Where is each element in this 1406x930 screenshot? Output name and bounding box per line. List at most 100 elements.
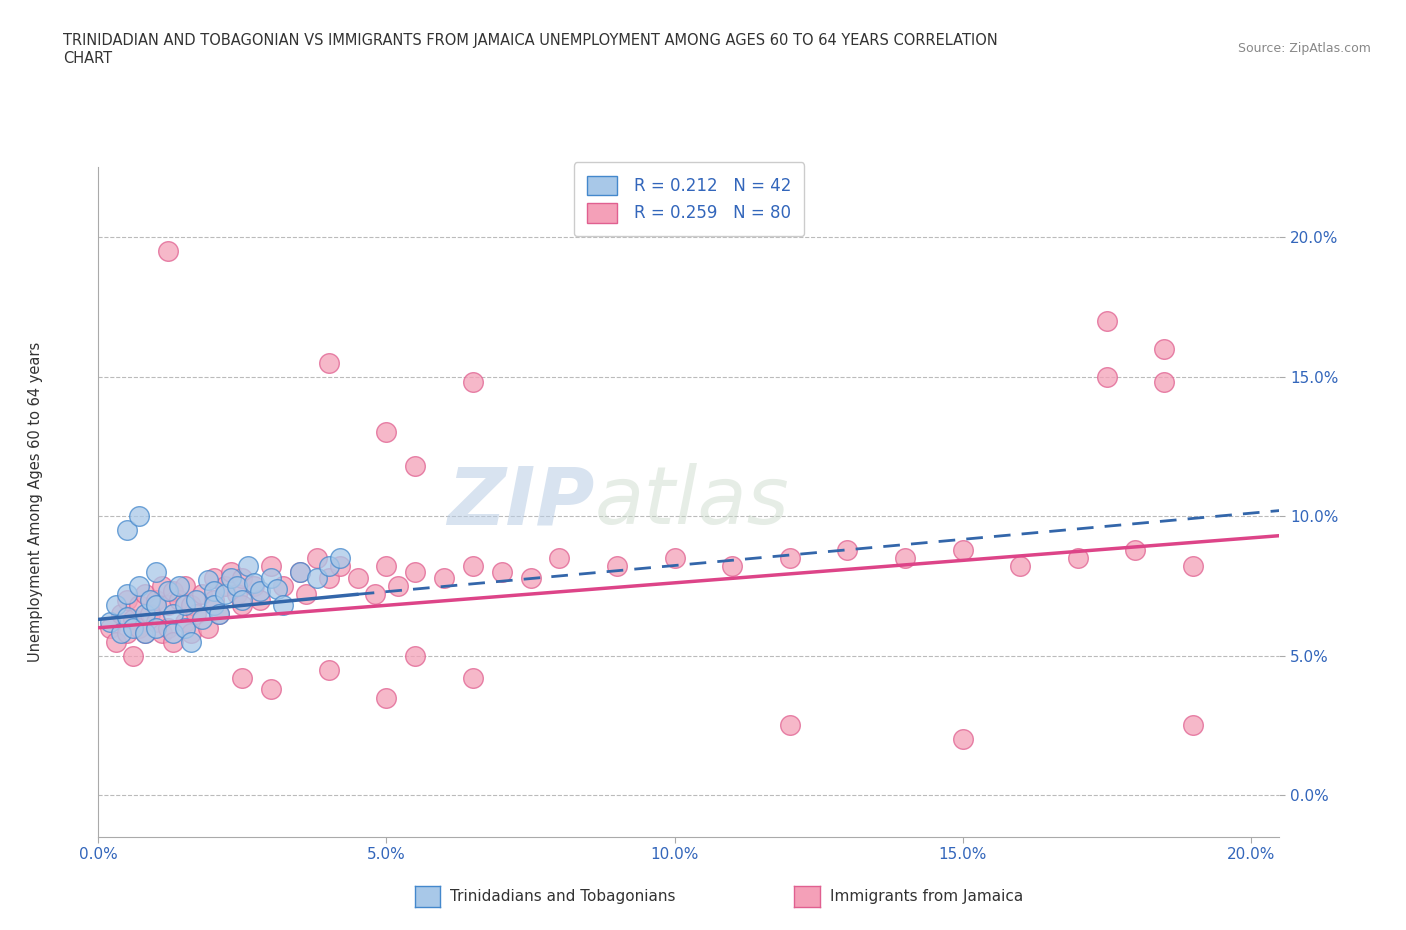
Point	[186, 592, 208, 607]
Point	[461, 559, 484, 574]
Point	[1095, 369, 1118, 384]
Point	[162, 634, 184, 649]
Point	[173, 578, 195, 593]
Point	[202, 570, 225, 585]
Point	[548, 551, 571, 565]
Point	[115, 592, 138, 607]
Point	[952, 732, 974, 747]
Point	[1010, 559, 1032, 574]
Point	[1153, 341, 1175, 356]
Point	[260, 559, 283, 574]
Point	[375, 559, 398, 574]
Point	[162, 626, 184, 641]
Point	[134, 626, 156, 641]
Point	[243, 578, 266, 593]
Text: TRINIDADIAN AND TOBAGONIAN VS IMMIGRANTS FROM JAMAICA UNEMPLOYMENT AMONG AGES 60: TRINIDADIAN AND TOBAGONIAN VS IMMIGRANTS…	[63, 33, 998, 47]
Point	[156, 584, 179, 599]
Point	[364, 587, 387, 602]
Point	[461, 375, 484, 390]
Point	[519, 570, 541, 585]
Point	[173, 598, 195, 613]
Point	[219, 570, 242, 585]
Point	[664, 551, 686, 565]
Point	[202, 598, 225, 613]
Point	[110, 626, 132, 641]
Point	[375, 690, 398, 705]
Text: Unemployment Among Ages 60 to 64 years: Unemployment Among Ages 60 to 64 years	[28, 342, 42, 662]
Point	[167, 592, 190, 607]
Point	[202, 592, 225, 607]
Point	[156, 598, 179, 613]
Point	[115, 523, 138, 538]
Point	[180, 598, 202, 613]
Point	[104, 634, 127, 649]
Point	[433, 570, 456, 585]
Text: Source: ZipAtlas.com: Source: ZipAtlas.com	[1237, 42, 1371, 55]
Legend: R = 0.212   N = 42, R = 0.259   N = 80: R = 0.212 N = 42, R = 0.259 N = 80	[574, 163, 804, 236]
Point	[271, 598, 294, 613]
Point	[249, 592, 271, 607]
Point	[243, 576, 266, 591]
Point	[318, 559, 340, 574]
Point	[167, 578, 190, 593]
Point	[288, 565, 311, 579]
Point	[219, 565, 242, 579]
Point	[1182, 718, 1205, 733]
Point	[186, 606, 208, 621]
Point	[779, 551, 801, 565]
Point	[150, 578, 173, 593]
Point	[288, 565, 311, 579]
Point	[191, 612, 214, 627]
Point	[375, 425, 398, 440]
Point	[894, 551, 917, 565]
Point	[346, 570, 368, 585]
Point	[249, 584, 271, 599]
Point	[139, 592, 162, 607]
Point	[115, 587, 138, 602]
Point	[404, 458, 426, 473]
Point	[134, 626, 156, 641]
Text: atlas: atlas	[595, 463, 789, 541]
Point	[329, 559, 352, 574]
Point	[231, 592, 253, 607]
Text: Trinidadians and Tobagonians: Trinidadians and Tobagonians	[450, 889, 675, 904]
Point	[162, 606, 184, 621]
Point	[173, 620, 195, 635]
Point	[191, 587, 214, 602]
Point	[225, 587, 247, 602]
Point	[260, 570, 283, 585]
Point	[128, 578, 150, 593]
Text: ZIP: ZIP	[447, 463, 595, 541]
Point	[231, 671, 253, 685]
Point	[156, 244, 179, 259]
Point	[318, 355, 340, 370]
Point	[779, 718, 801, 733]
Point	[145, 565, 167, 579]
Point	[122, 620, 145, 635]
Point	[318, 570, 340, 585]
Point	[952, 542, 974, 557]
Point	[214, 578, 236, 593]
Point	[837, 542, 859, 557]
Point	[98, 615, 121, 630]
Point	[162, 584, 184, 599]
Point	[231, 598, 253, 613]
Point	[260, 682, 283, 697]
Point	[122, 648, 145, 663]
Point	[404, 565, 426, 579]
Point	[139, 606, 162, 621]
Point	[98, 620, 121, 635]
Point	[295, 587, 318, 602]
Point	[197, 620, 219, 635]
Point	[214, 587, 236, 602]
Point	[173, 615, 195, 630]
Point	[180, 634, 202, 649]
Point	[145, 598, 167, 613]
Point	[329, 551, 352, 565]
Point	[104, 598, 127, 613]
Point	[145, 615, 167, 630]
Point	[145, 620, 167, 635]
Point	[128, 598, 150, 613]
Point	[231, 570, 253, 585]
Point	[110, 606, 132, 621]
